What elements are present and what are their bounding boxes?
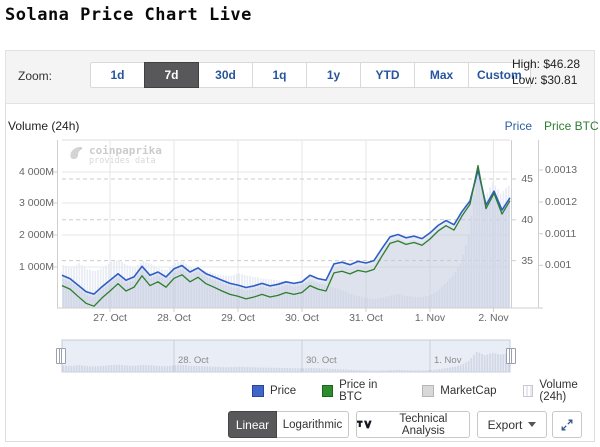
legend-label: Price in BTC [339,379,378,403]
main-chart-plot[interactable] [0,135,600,320]
high-value: High: $46.28 [512,57,581,71]
zoom-button-1q[interactable]: 1q [252,62,307,88]
price-axis-tick: 45 [521,173,533,185]
x-axis-tick: 28. Oct [157,312,191,324]
fullscreen-button[interactable] [552,411,582,438]
price-axis-tick: 35 [521,254,533,267]
low-value: Low: $30.81 [512,73,578,87]
page-title: Solana Price Chart Live [5,5,252,25]
x-axis-tick: 31. Oct [349,312,383,324]
zoom-button-max[interactable]: Max [414,62,469,88]
legend-label: Price [270,385,297,397]
legend-label: MarketCap [440,385,497,397]
export-label: Export [487,417,523,432]
coinpaprika-watermark: coinpaprika provides data [68,145,162,166]
caret-down-icon [528,422,537,427]
legend-item-marketcap[interactable]: MarketCap [422,385,497,397]
watermark-line1: coinpaprika [89,144,162,157]
price-axis-title: Price [504,119,532,133]
legend-swatch [252,385,264,397]
volume-axis-tick: 1 000M [18,261,54,273]
high-low-readout: High: $46.28 Low: $30.81 [512,56,580,88]
volume-axis-tick: 3 000M [18,197,54,209]
watermark-line2: provides data [89,156,156,166]
zoom-button-1y[interactable]: 1y [306,62,361,88]
x-axis-tick: 1. Nov [414,312,446,324]
zoom-button-group: 1d 7d 30d 1q 1y YTD Max Custom [90,62,531,88]
navigator-left-handle[interactable] [56,348,66,364]
legend-item-price-in-btc[interactable]: Price in BTC [322,379,396,403]
navigator-date-label: 1. Nov [434,355,462,366]
price-btc-axis-tick: 0.0013 [545,164,578,176]
price-axis-tick: 40 [521,213,533,226]
x-axis-tick: 30. Oct [285,312,319,324]
navigator-date-label: 30. Oct [306,355,337,366]
coinpaprika-bird-icon [70,146,83,160]
zoom-button-30d[interactable]: 30d [198,62,253,88]
volume-axis-tick: 2 000M [18,229,54,241]
zoom-button-ytd[interactable]: YTD [360,62,415,88]
legend-swatch [522,385,534,397]
legend: Price Price in BTC MarketCap Volume (24h) [252,379,600,403]
x-axis-tick: 27. Oct [93,312,127,324]
navigator[interactable] [0,338,600,374]
price-btc-axis-tick: 0.0012 [545,196,578,208]
technical-analysis-label: Technical Analysis [399,412,448,437]
tradingview-icon [357,420,372,429]
volume-axis-tick: 4 000M [18,166,54,178]
chart-widget-frame [5,50,595,442]
expand-arrows-icon [561,419,573,430]
price-btc-axis-title: Price BTC [544,119,599,133]
x-axis-tick: 29. Oct [221,312,255,324]
linear-scale-button[interactable]: Linear [228,411,277,438]
navigator-date-label: 28. Oct [178,355,209,366]
price-btc-axis-tick: 0.001 [545,259,572,272]
x-axis-tick: 2. Nov [478,312,509,324]
volume-axis-title: Volume (24h) [8,119,80,133]
logarithmic-scale-button[interactable]: Logarithmic [276,411,349,438]
legend-item-volume-24h-[interactable]: Volume (24h) [522,379,600,403]
legend-swatch [422,385,435,397]
export-button[interactable]: Export [477,411,547,438]
navigator-right-handle[interactable] [506,348,516,364]
legend-label: Volume (24h) [539,379,578,403]
legend-item-price[interactable]: Price [252,385,296,397]
zoom-button-1d[interactable]: 1d [90,62,145,88]
zoom-button-custom[interactable]: Custom [468,62,531,88]
zoom-button-7d[interactable]: 7d [144,62,199,88]
legend-swatch [322,385,334,397]
price-btc-axis-tick: 0.0011 [545,227,577,240]
zoom-label: Zoom: [18,69,53,83]
technical-analysis-button[interactable]: Technical Analysis [356,411,470,438]
